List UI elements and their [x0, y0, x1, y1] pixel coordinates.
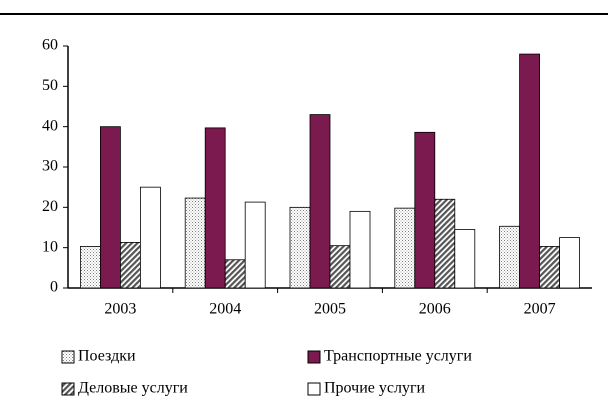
bar: [519, 53, 540, 289]
bar: [454, 229, 476, 289]
bar: [100, 126, 121, 289]
legend-label: Транспортные услуги: [324, 348, 472, 365]
y-tick-label: 0: [50, 279, 58, 296]
bar: [329, 245, 351, 289]
bar: [394, 207, 416, 289]
legend-swatch: [307, 350, 321, 364]
x-tick-label: 2006: [419, 301, 451, 318]
bar: [289, 206, 311, 289]
legend-swatch: [61, 350, 75, 364]
bar: [349, 210, 371, 289]
legend-label: Прочие услуги: [324, 380, 426, 397]
legend-label: Поездки: [78, 348, 136, 365]
bar: [499, 225, 521, 289]
bar: [139, 186, 161, 289]
bar: [309, 114, 331, 289]
legend-label: Деловые услуги: [78, 380, 188, 397]
legend-swatch: [307, 382, 321, 396]
y-tick-label: 30: [42, 158, 58, 175]
bar: [559, 237, 580, 289]
bar: [434, 198, 456, 289]
bar: [244, 201, 266, 289]
bar: [414, 131, 436, 289]
y-tick-label: 40: [42, 117, 58, 134]
legend-swatch: [61, 382, 75, 396]
bar: [80, 246, 101, 289]
y-tick-label: 60: [42, 37, 58, 54]
bar: [539, 246, 560, 289]
x-tick-label: 2007: [524, 301, 556, 318]
x-tick-label: 2004: [209, 301, 241, 318]
x-tick-label: 2005: [314, 301, 346, 318]
x-tick-label: 2003: [104, 301, 136, 318]
bar: [204, 127, 226, 289]
y-tick-label: 50: [42, 77, 58, 94]
bar: [120, 242, 141, 289]
bar: [224, 259, 246, 289]
bar: [184, 197, 206, 289]
y-tick-label: 20: [42, 198, 58, 215]
y-tick-label: 10: [42, 238, 58, 255]
